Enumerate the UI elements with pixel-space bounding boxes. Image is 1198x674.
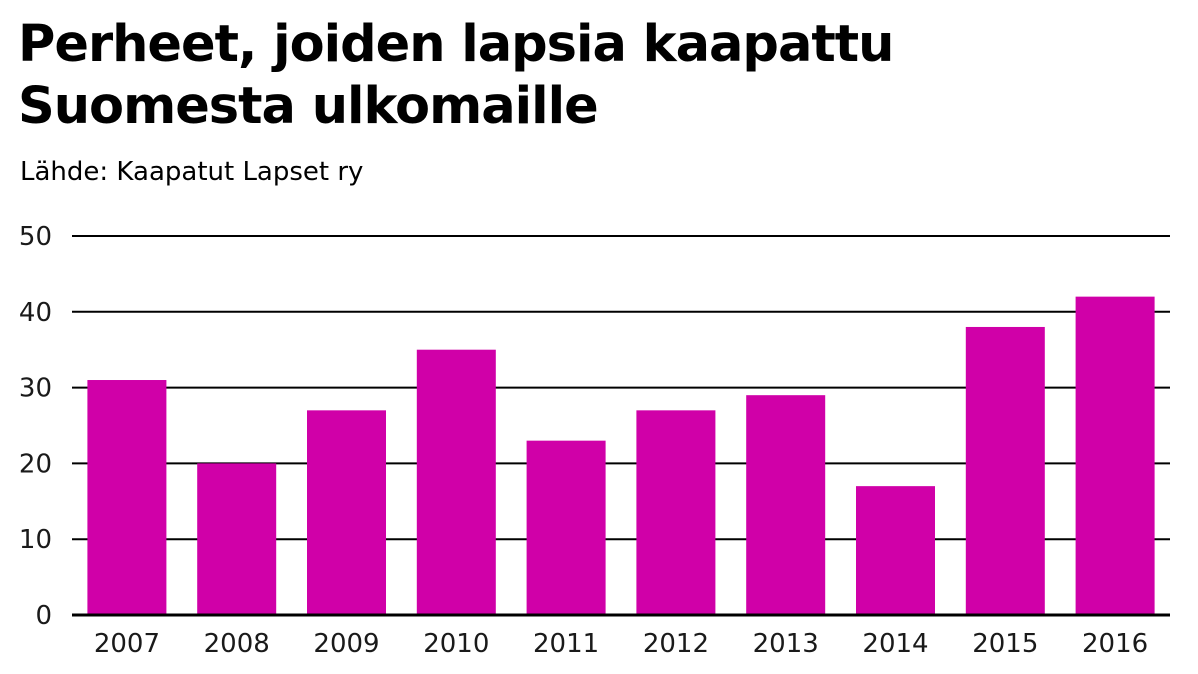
chart-source: Lähde: Kaapatut Lapset ry <box>20 157 364 187</box>
y-tick-label-30: 30 <box>19 374 52 404</box>
x-axis-labels: 2007 2008 2009 2010 2011 2012 2013 2014 2015 2016 <box>94 629 1148 659</box>
bar-2012 <box>636 410 716 615</box>
y-tick-label-0: 0 <box>35 601 52 631</box>
chart-title-line-1: Perheet, joiden lapsia kaapattu <box>18 15 894 74</box>
x-tick-label-2008: 2008 <box>204 629 270 659</box>
y-tick-label-20: 20 <box>19 449 52 479</box>
x-tick-label-2007: 2007 <box>94 629 160 659</box>
x-tick-label-2009: 2009 <box>313 629 379 659</box>
x-tick-label-2015: 2015 <box>972 629 1038 659</box>
y-tick-label-50: 50 <box>19 222 52 252</box>
bar-2011 <box>526 440 606 615</box>
bar-2009 <box>307 410 386 615</box>
bar-2008 <box>197 463 277 615</box>
y-tick-label-40: 40 <box>19 298 52 328</box>
bar-2015 <box>965 326 1045 615</box>
x-tick-label-2012: 2012 <box>643 629 709 659</box>
x-tick-label-2013: 2013 <box>753 629 819 659</box>
bar-2014 <box>856 486 935 615</box>
x-tick-label-2014: 2014 <box>862 629 928 659</box>
x-tick-label-2011: 2011 <box>533 629 599 659</box>
y-axis-labels: 0 10 20 30 40 50 <box>19 222 52 631</box>
chart-title-line-2: Suomesta ulkomaille <box>18 77 599 136</box>
chart-title: Perheet, joiden lapsia kaapattu Suomesta… <box>18 14 1178 138</box>
bar-2010 <box>416 349 496 615</box>
x-tick-label-2016: 2016 <box>1082 629 1148 659</box>
x-tick-label-2010: 2010 <box>423 629 489 659</box>
bars <box>87 296 1155 615</box>
bar-2016 <box>1075 296 1155 615</box>
bar-2007 <box>87 380 167 615</box>
bar-2013 <box>746 395 826 615</box>
y-tick-label-10: 10 <box>19 525 52 555</box>
